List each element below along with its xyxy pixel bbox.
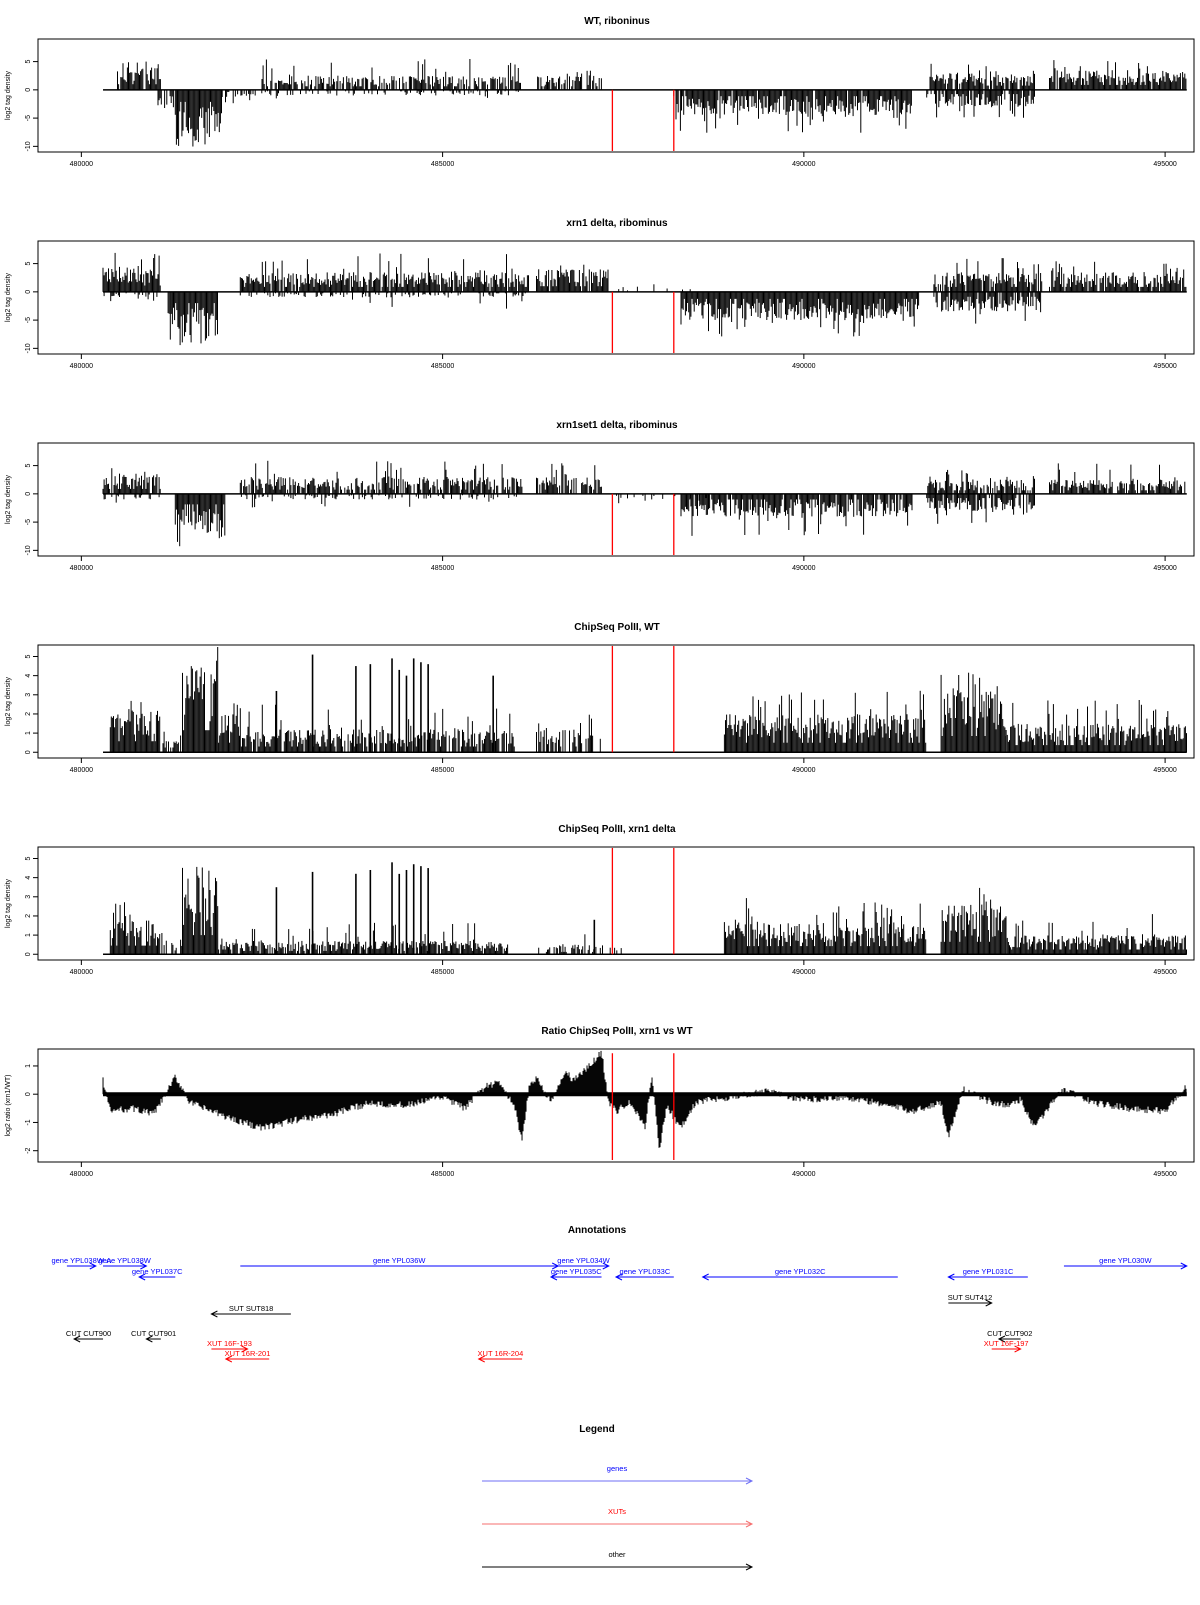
x-tick-label: 490000 [792, 969, 815, 976]
y-tick-label: 0 [25, 88, 32, 92]
y-tick-label: 0 [25, 750, 32, 754]
y-tick-label: 3 [25, 693, 32, 697]
y-tick-label: 4 [25, 876, 32, 880]
y-tick-label: 4 [25, 674, 32, 678]
y-tick-label: 5 [25, 262, 32, 266]
y-tick-label: -10 [25, 141, 32, 151]
x-tick-label: 495000 [1153, 363, 1176, 370]
y-axis-label: log2 ratio (xrn1/WT) [5, 1075, 12, 1137]
y-tick-label: 2 [25, 914, 32, 918]
x-tick-label: 490000 [792, 767, 815, 774]
panel-title: xrn1set1 delta, ribominus [556, 420, 678, 431]
x-tick-label: 490000 [792, 565, 815, 572]
y-tick-label: -10 [25, 545, 32, 555]
y-tick-label: 0 [25, 492, 32, 496]
y-tick-label: -5 [25, 317, 32, 323]
x-tick-label: 485000 [431, 767, 454, 774]
y-tick-label: 2 [25, 712, 32, 716]
y-axis-label: log2 tag density [5, 70, 12, 120]
y-axis-label: log2 tag density [5, 878, 12, 928]
x-tick-label: 480000 [70, 363, 93, 370]
y-axis-label: log2 tag density [5, 676, 12, 726]
y-tick-label: 1 [25, 933, 32, 937]
x-tick-label: 495000 [1153, 565, 1176, 572]
panel-title: ChipSeq PolII, WT [574, 622, 660, 633]
x-tick-label: 485000 [431, 161, 454, 168]
y-tick-label: 0 [25, 952, 32, 956]
x-tick-label: 480000 [70, 969, 93, 976]
panel-title: xrn1 delta, ribominus [566, 218, 668, 229]
y-tick-label: 3 [25, 895, 32, 899]
y-tick-label: -5 [25, 115, 32, 121]
panel-title: ChipSeq PolII, xrn1 delta [558, 824, 676, 835]
x-tick-label: 480000 [70, 161, 93, 168]
x-tick-label: 485000 [431, 363, 454, 370]
x-tick-label: 480000 [70, 767, 93, 774]
y-axis-label: log2 tag density [5, 474, 12, 524]
y-axis-label: log2 tag density [5, 272, 12, 322]
y-tick-label: -10 [25, 343, 32, 353]
x-tick-label: 490000 [792, 363, 815, 370]
x-tick-label: 485000 [431, 565, 454, 572]
y-tick-label: 5 [25, 464, 32, 468]
y-tick-label: 5 [25, 856, 32, 860]
x-tick-label: 480000 [70, 565, 93, 572]
x-tick-label: 495000 [1153, 767, 1176, 774]
y-tick-label: 5 [25, 654, 32, 658]
x-tick-label: 485000 [431, 969, 454, 976]
y-tick-label: 0 [25, 290, 32, 294]
x-tick-label: 495000 [1153, 161, 1176, 168]
x-tick-label: 495000 [1153, 969, 1176, 976]
x-tick-label: 490000 [792, 161, 815, 168]
y-tick-label: -5 [25, 519, 32, 525]
y-tick-label: 5 [25, 60, 32, 64]
panel-title: Ratio ChipSeq PolII, xrn1 vs WT [541, 1026, 692, 1037]
panel-title: WT, riboninus [584, 16, 650, 27]
y-tick-label: 1 [25, 731, 32, 735]
